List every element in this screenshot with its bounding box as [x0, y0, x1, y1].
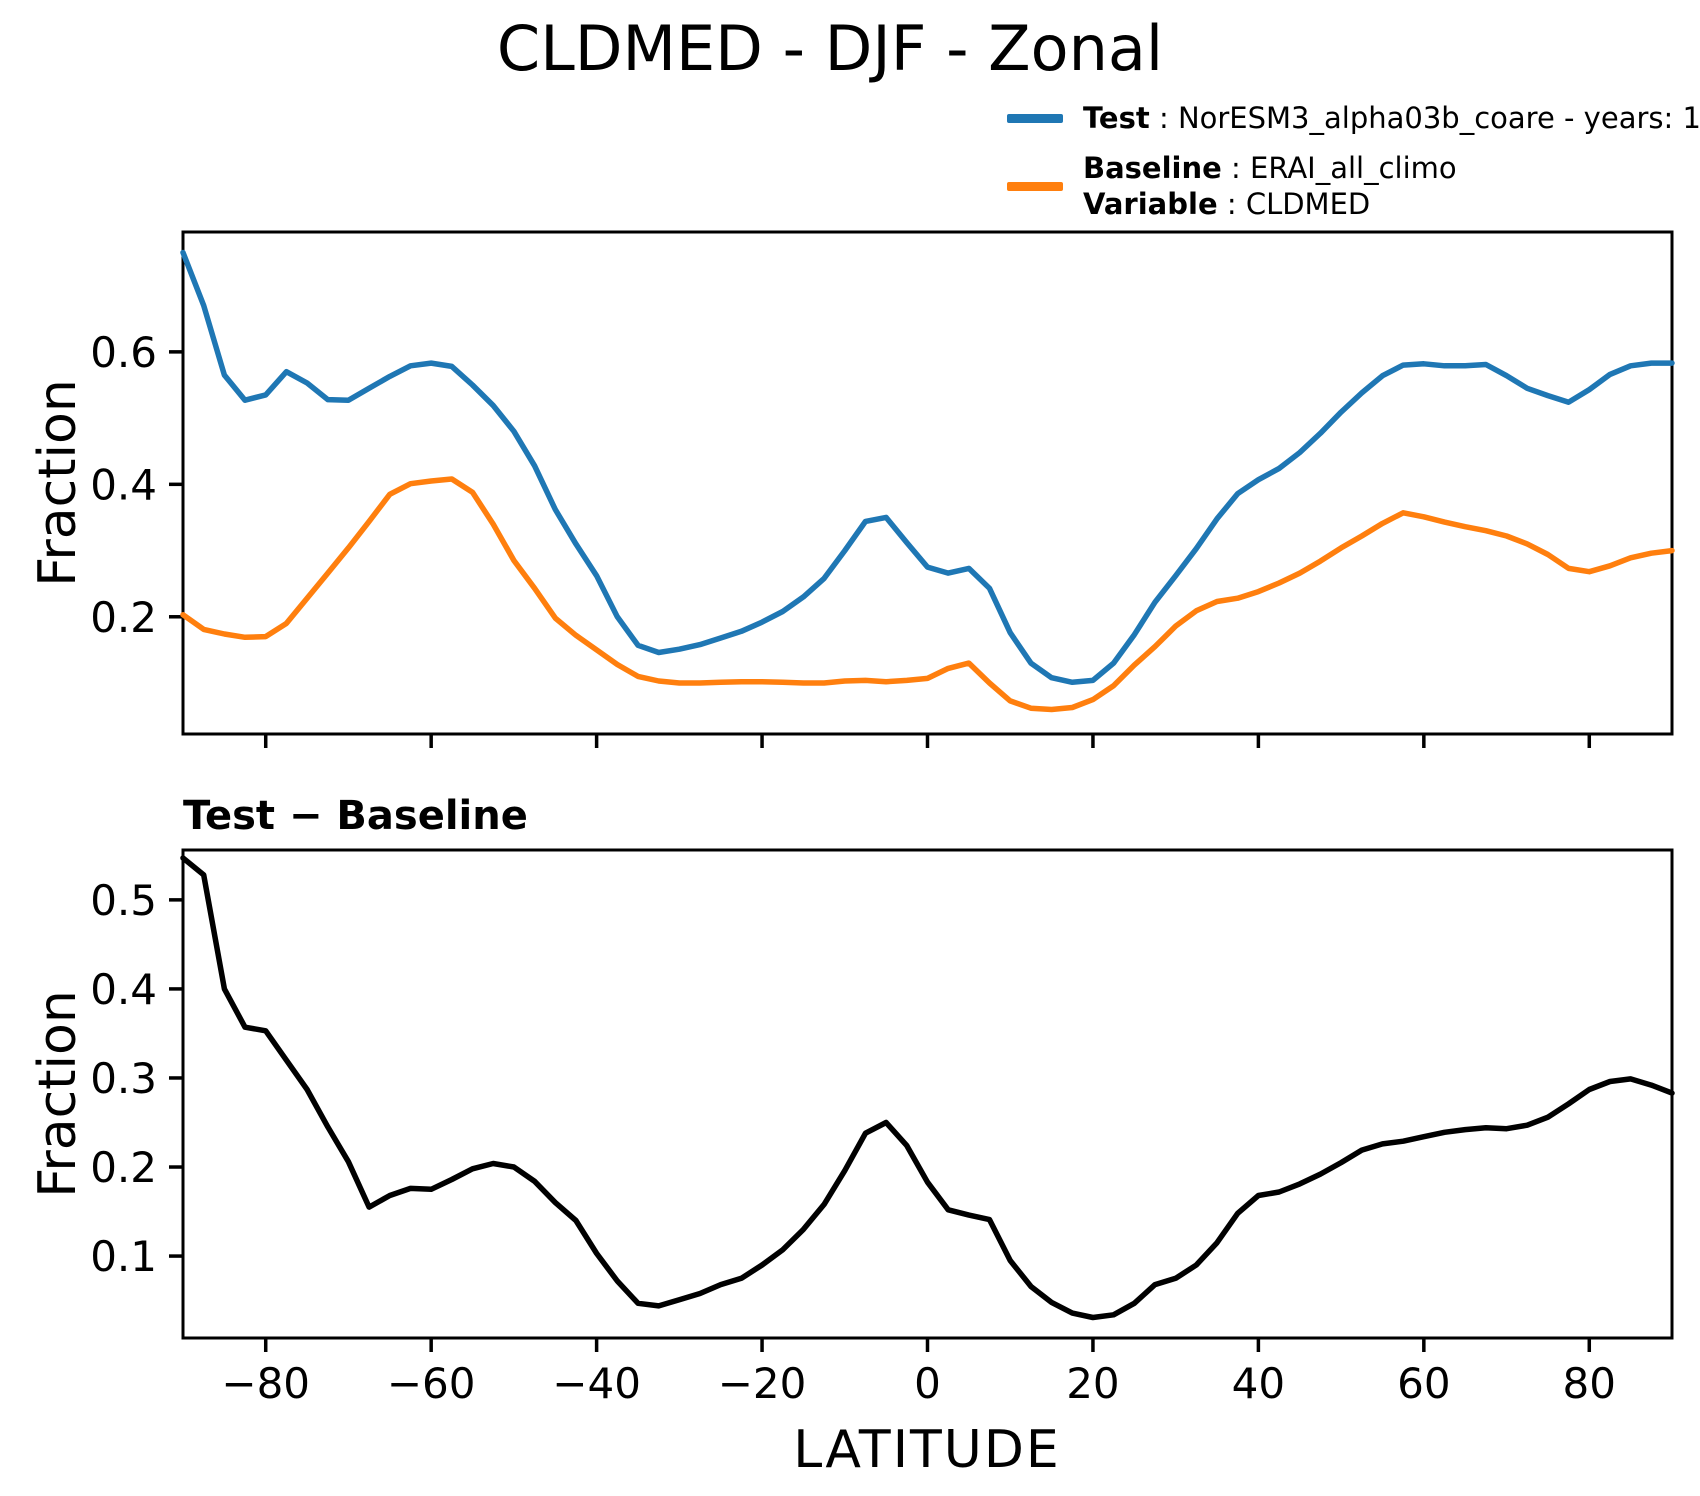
legend-item-baseline: Baseline : ERAI_all_climo Variable : CLD… — [1007, 150, 1700, 222]
bottom-plot-title: Test − Baseline — [183, 793, 528, 839]
top-plot-frame — [181, 230, 1674, 736]
x-tick-label-80: 80 — [1563, 1359, 1616, 1408]
x-tick-label-−20: −20 — [718, 1359, 807, 1408]
legend-variable-value: : CLDMED — [1217, 187, 1371, 221]
test-line-swatch — [1007, 113, 1063, 123]
bottom-plot-y-tick-label-0.2: 0.2 — [90, 1143, 157, 1192]
legend-baseline-key: Baseline — [1083, 151, 1222, 185]
bottom-plot-y-tick-label-0.4: 0.4 — [90, 965, 157, 1014]
top-plot-y-tick-label-0.2: 0.2 — [90, 593, 157, 642]
test-series-line — [180, 249, 1675, 686]
x-tick-label-−40: −40 — [552, 1359, 641, 1408]
legend-test-label: Test : NorESM3_alpha03b_coare - years: 1… — [1083, 100, 1700, 136]
x-tick-label-−80: −80 — [221, 1359, 310, 1408]
bottom-plot-y-tick-label-0.1: 0.1 — [90, 1232, 157, 1281]
top-plot-ylabel: Fraction — [28, 379, 88, 587]
top-plot-y-tick-label-0.4: 0.4 — [90, 460, 157, 509]
legend-baseline-value: : ERAI_all_climo — [1221, 151, 1457, 185]
legend-item-test: Test : NorESM3_alpha03b_coare - years: 1… — [1007, 100, 1700, 136]
baseline-line-swatch — [1007, 181, 1063, 191]
x-tick-label-40: 40 — [1232, 1359, 1285, 1408]
x-axis-label: LATITUDE — [793, 1420, 1061, 1480]
bottom-plot-frame — [181, 848, 1674, 1340]
legend-variable-key: Variable — [1083, 187, 1218, 221]
bottom-plot-y-tick-label-0.3: 0.3 — [90, 1054, 157, 1103]
baseline-series-line — [180, 476, 1675, 713]
figure-title: CLDMED - DJF - Zonal — [496, 12, 1164, 85]
x-tick-label-−60: −60 — [387, 1359, 476, 1408]
legend: Test : NorESM3_alpha03b_coare - years: 1… — [1007, 100, 1700, 236]
x-tick-label-20: 20 — [1066, 1359, 1119, 1408]
legend-variable-line: Variable : CLDMED — [1083, 186, 1457, 222]
top-plot-y-tick-label-0.6: 0.6 — [90, 328, 157, 377]
legend-baseline-line: Baseline : ERAI_all_climo — [1083, 150, 1457, 186]
legend-baseline-label: Baseline : ERAI_all_climo Variable : CLD… — [1083, 150, 1457, 222]
legend-test-key: Test — [1083, 101, 1150, 135]
test-minus-baseline-series-line — [180, 855, 1675, 1321]
bottom-plot-y-tick-label-0.5: 0.5 — [90, 876, 157, 925]
x-tick-label-60: 60 — [1397, 1359, 1450, 1408]
x-tick-label-0: 0 — [914, 1359, 941, 1408]
bottom-plot-ylabel: Fraction — [28, 990, 88, 1198]
legend-test-value: : NorESM3_alpha03b_coare - years: 1-30 — [1149, 101, 1700, 135]
